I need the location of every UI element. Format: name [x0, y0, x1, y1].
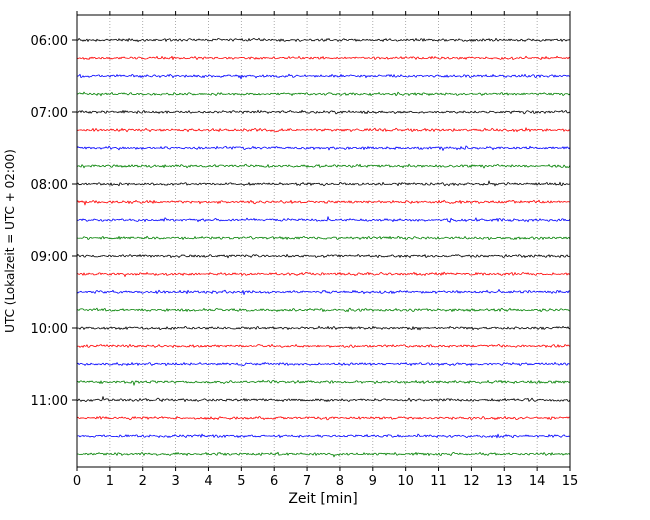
y-tick-label-hour: 11:00 — [31, 394, 68, 409]
plot-border — [76, 14, 571, 468]
x-tick-label: 12 — [463, 474, 480, 489]
seismic-trace-0700 — [76, 109, 571, 115]
x-axis-label: Zeit [min] — [288, 491, 357, 507]
x-tick-label: 10 — [397, 474, 414, 489]
axis-layer: 0 1 2 3 4 5 6 7 8 9 10 11 12 13 14 1506:0007:0008:0009:… — [31, 11, 579, 489]
x-tick-label: 9 — [369, 474, 377, 489]
x-tick-label: 14 — [529, 474, 546, 489]
seismic-trace-0915 — [76, 271, 571, 278]
x-tick-label: 15 — [562, 474, 579, 489]
seismic-trace-0615 — [76, 55, 571, 61]
seismic-trace-0845 — [76, 235, 571, 241]
x-tick-label: 0 — [73, 474, 81, 489]
x-tick-label: 2 — [139, 474, 147, 489]
x-tick-label: 7 — [303, 474, 311, 489]
seismic-trace-1015 — [76, 343, 571, 348]
seismic-trace-0945 — [76, 307, 571, 313]
x-tick-label: 6 — [270, 474, 278, 489]
seismic-trace-1000 — [76, 325, 571, 331]
x-tick-label: 13 — [496, 474, 513, 489]
seismic-trace-1100 — [76, 396, 571, 402]
seismic-trace-0830 — [76, 216, 571, 223]
y-tick-label-hour: 10:00 — [31, 322, 68, 337]
grid-layer — [76, 15, 571, 467]
seismic-trace-0600 — [76, 37, 571, 43]
x-tick-label: 8 — [336, 474, 344, 489]
seismic-trace-0900 — [76, 253, 571, 259]
seismic-trace-0630 — [76, 73, 571, 80]
seismic-trace-0715 — [76, 127, 571, 133]
seismic-trace-0745 — [76, 163, 571, 169]
x-tick-label: 4 — [204, 474, 212, 489]
seismic-trace-1030 — [76, 362, 571, 367]
x-tick-label: 5 — [237, 474, 245, 489]
seismic-trace-1145 — [76, 451, 571, 458]
y-axis-label: UTC (Lokalzeit = UTC + 02:00) — [3, 149, 17, 333]
seismic-trace-0930 — [76, 289, 571, 295]
y-tick-label-hour: 06:00 — [31, 34, 68, 49]
seismic-trace-0730 — [76, 145, 571, 151]
seismic-trace-0645 — [76, 91, 571, 97]
trace-layer — [76, 37, 571, 458]
seismic-trace-1115 — [76, 416, 571, 421]
y-tick-label-hour: 08:00 — [31, 178, 68, 193]
seismic-trace-1045 — [76, 379, 571, 386]
seismic-trace-1130 — [76, 433, 571, 439]
x-tick-label: 3 — [171, 474, 179, 489]
x-tick-label: 11 — [430, 474, 447, 489]
x-tick-label: 1 — [106, 474, 114, 489]
seismic-trace-0815 — [76, 199, 571, 206]
y-tick-label-hour: 09:00 — [31, 250, 68, 265]
seismic-trace-0800 — [76, 180, 571, 187]
y-tick-label-hour: 07:00 — [31, 106, 68, 121]
